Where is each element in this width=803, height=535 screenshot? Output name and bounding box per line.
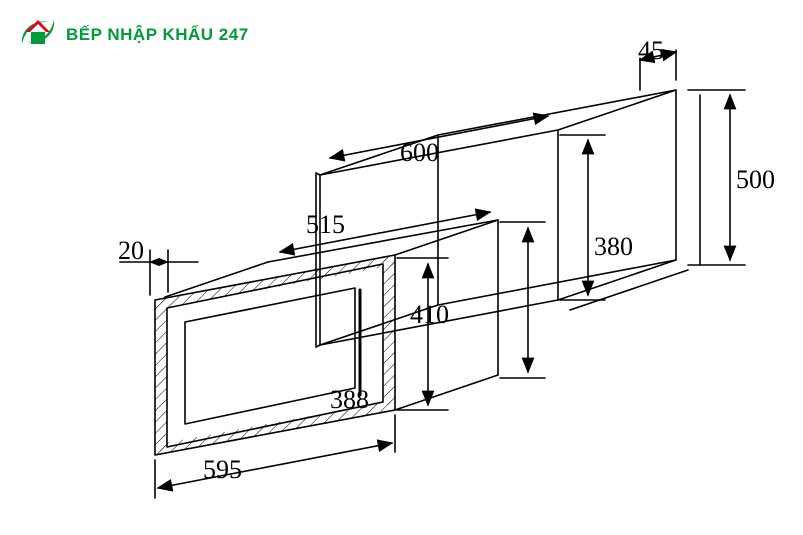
dim-600: 600 [400,138,439,168]
dim-45: 45 [638,36,664,66]
dim-410: 410 [410,300,449,330]
dim-20: 20 [118,236,144,266]
dim-388: 388 [330,385,369,415]
dim-500: 500 [736,165,775,195]
dim-380: 380 [594,232,633,262]
dim-515: 515 [306,210,345,240]
dimension-diagram [0,0,803,535]
dim-595: 595 [203,455,242,485]
